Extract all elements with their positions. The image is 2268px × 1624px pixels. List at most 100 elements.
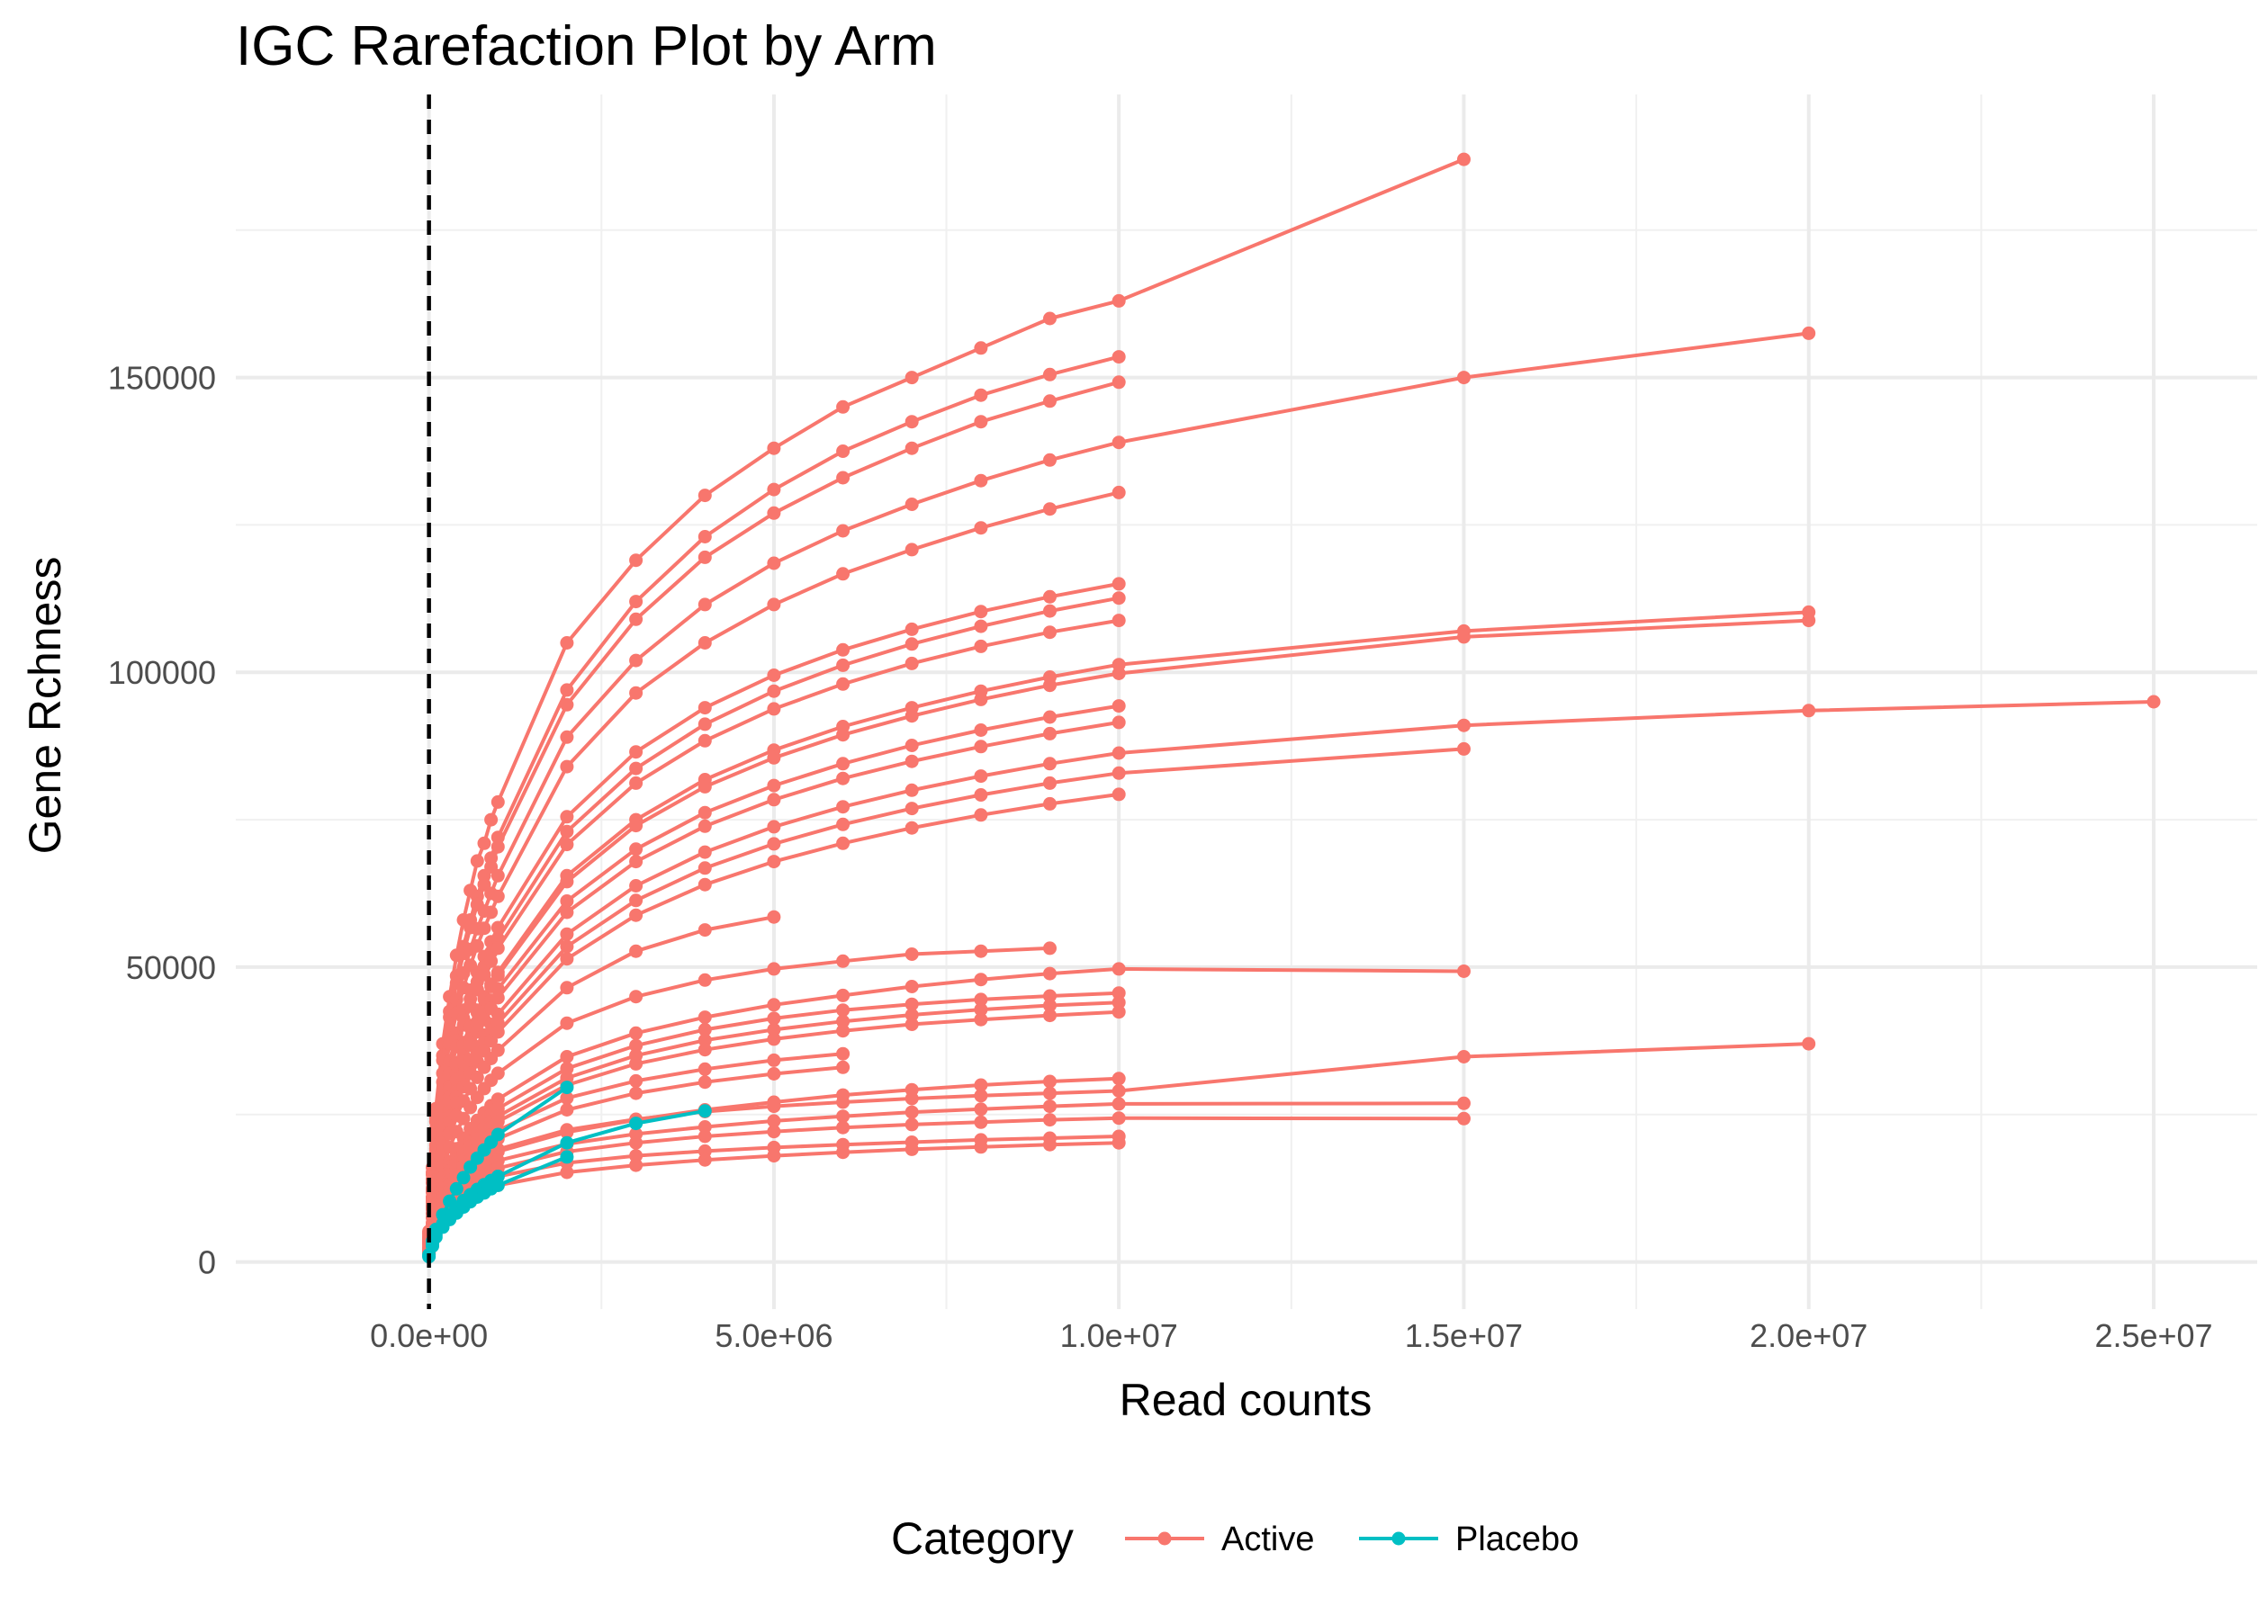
data-point bbox=[767, 793, 781, 807]
data-point bbox=[1043, 757, 1057, 771]
data-point bbox=[560, 1103, 574, 1117]
data-point bbox=[1043, 796, 1057, 811]
data-point bbox=[1457, 630, 1471, 644]
data-point bbox=[904, 1117, 919, 1132]
x-tick-label: 1.0e+07 bbox=[1060, 1317, 1178, 1354]
data-point bbox=[490, 941, 505, 956]
data-point bbox=[629, 1073, 644, 1088]
data-point bbox=[836, 728, 850, 742]
data-point bbox=[1112, 485, 1126, 499]
data-point bbox=[1043, 1137, 1057, 1152]
data-point bbox=[490, 1025, 505, 1039]
data-point bbox=[629, 553, 644, 568]
data-point bbox=[490, 991, 505, 1005]
data-point bbox=[490, 1066, 505, 1081]
data-point bbox=[767, 506, 781, 520]
data-point bbox=[490, 1092, 505, 1107]
data-point bbox=[767, 1022, 781, 1036]
data-point bbox=[490, 868, 505, 883]
data-point bbox=[1043, 311, 1057, 326]
data-point bbox=[767, 1032, 781, 1046]
axis-labels: 0.0e+00 5.0e+06 1.0e+07 1.5e+07 2.0e+07 2.5e+… bbox=[108, 360, 2213, 1354]
data-point bbox=[767, 962, 781, 976]
data-point bbox=[836, 471, 850, 485]
data-point bbox=[698, 1022, 712, 1036]
data-point bbox=[904, 709, 919, 723]
data-point bbox=[836, 1024, 850, 1038]
data-point bbox=[1043, 625, 1057, 640]
data-point bbox=[629, 819, 644, 833]
data-point bbox=[974, 769, 988, 784]
data-point bbox=[484, 905, 499, 920]
data-point bbox=[904, 371, 919, 385]
data-point bbox=[974, 944, 988, 958]
x-tick-label: 2.0e+07 bbox=[1750, 1317, 1868, 1354]
data-point bbox=[629, 686, 644, 700]
data-point bbox=[836, 771, 850, 785]
data-point bbox=[1112, 667, 1126, 680]
y-tick-label: 50000 bbox=[126, 949, 216, 986]
x-tick-label: 2.5e+07 bbox=[2094, 1317, 2212, 1354]
data-point bbox=[1112, 375, 1126, 390]
data-point bbox=[904, 1018, 919, 1031]
data-point bbox=[1043, 941, 1057, 956]
data-point bbox=[629, 653, 644, 668]
data-point bbox=[974, 740, 988, 754]
data-point bbox=[1043, 1086, 1057, 1100]
data-point bbox=[974, 992, 988, 1007]
data-point bbox=[560, 927, 574, 941]
data-point bbox=[767, 684, 781, 698]
data-point bbox=[1802, 326, 1816, 340]
data-point bbox=[560, 636, 574, 650]
data-point bbox=[974, 808, 988, 822]
data-point bbox=[1112, 577, 1126, 591]
data-point bbox=[836, 677, 850, 691]
data-point bbox=[767, 998, 781, 1012]
data-point bbox=[1112, 293, 1126, 308]
data-point bbox=[974, 1089, 988, 1103]
data-point bbox=[904, 1008, 919, 1022]
data-point bbox=[836, 1003, 850, 1018]
data-point bbox=[974, 973, 988, 987]
data-point bbox=[904, 441, 919, 455]
x-tick-label: 5.0e+06 bbox=[715, 1317, 832, 1354]
data-point bbox=[1112, 1111, 1126, 1126]
data-point bbox=[560, 905, 574, 920]
data-point bbox=[974, 619, 988, 633]
data-point bbox=[836, 642, 850, 657]
data-point bbox=[904, 754, 919, 768]
y-tick-label: 100000 bbox=[108, 654, 216, 691]
data-point bbox=[1112, 746, 1126, 760]
data-point bbox=[974, 415, 988, 429]
data-point bbox=[560, 730, 574, 744]
data-point bbox=[904, 1105, 919, 1119]
data-point bbox=[1457, 718, 1471, 732]
data-point bbox=[560, 1016, 574, 1030]
data-point bbox=[629, 612, 644, 626]
data-point bbox=[560, 683, 574, 697]
data-point bbox=[836, 444, 850, 458]
legend-label: Active bbox=[1221, 1521, 1314, 1558]
data-point bbox=[974, 341, 988, 355]
legend-key-point bbox=[1157, 1531, 1172, 1546]
data-point bbox=[904, 783, 919, 797]
legend-item-placebo: Placebo bbox=[1359, 1521, 1579, 1558]
data-point bbox=[698, 1153, 712, 1167]
data-point bbox=[974, 473, 988, 488]
data-point bbox=[1112, 614, 1126, 628]
data-point bbox=[767, 750, 781, 765]
data-point bbox=[1043, 589, 1057, 604]
data-point bbox=[836, 1145, 850, 1160]
data-point bbox=[836, 1014, 850, 1028]
data-point bbox=[698, 717, 712, 731]
series-placebo-31 bbox=[422, 1150, 574, 1264]
y-tick-label: 150000 bbox=[108, 360, 216, 397]
data-point bbox=[490, 968, 505, 982]
data-point bbox=[490, 1043, 505, 1057]
data-point bbox=[974, 788, 988, 802]
data-point bbox=[560, 875, 574, 889]
data-point bbox=[1457, 965, 1471, 978]
data-point bbox=[767, 482, 781, 497]
